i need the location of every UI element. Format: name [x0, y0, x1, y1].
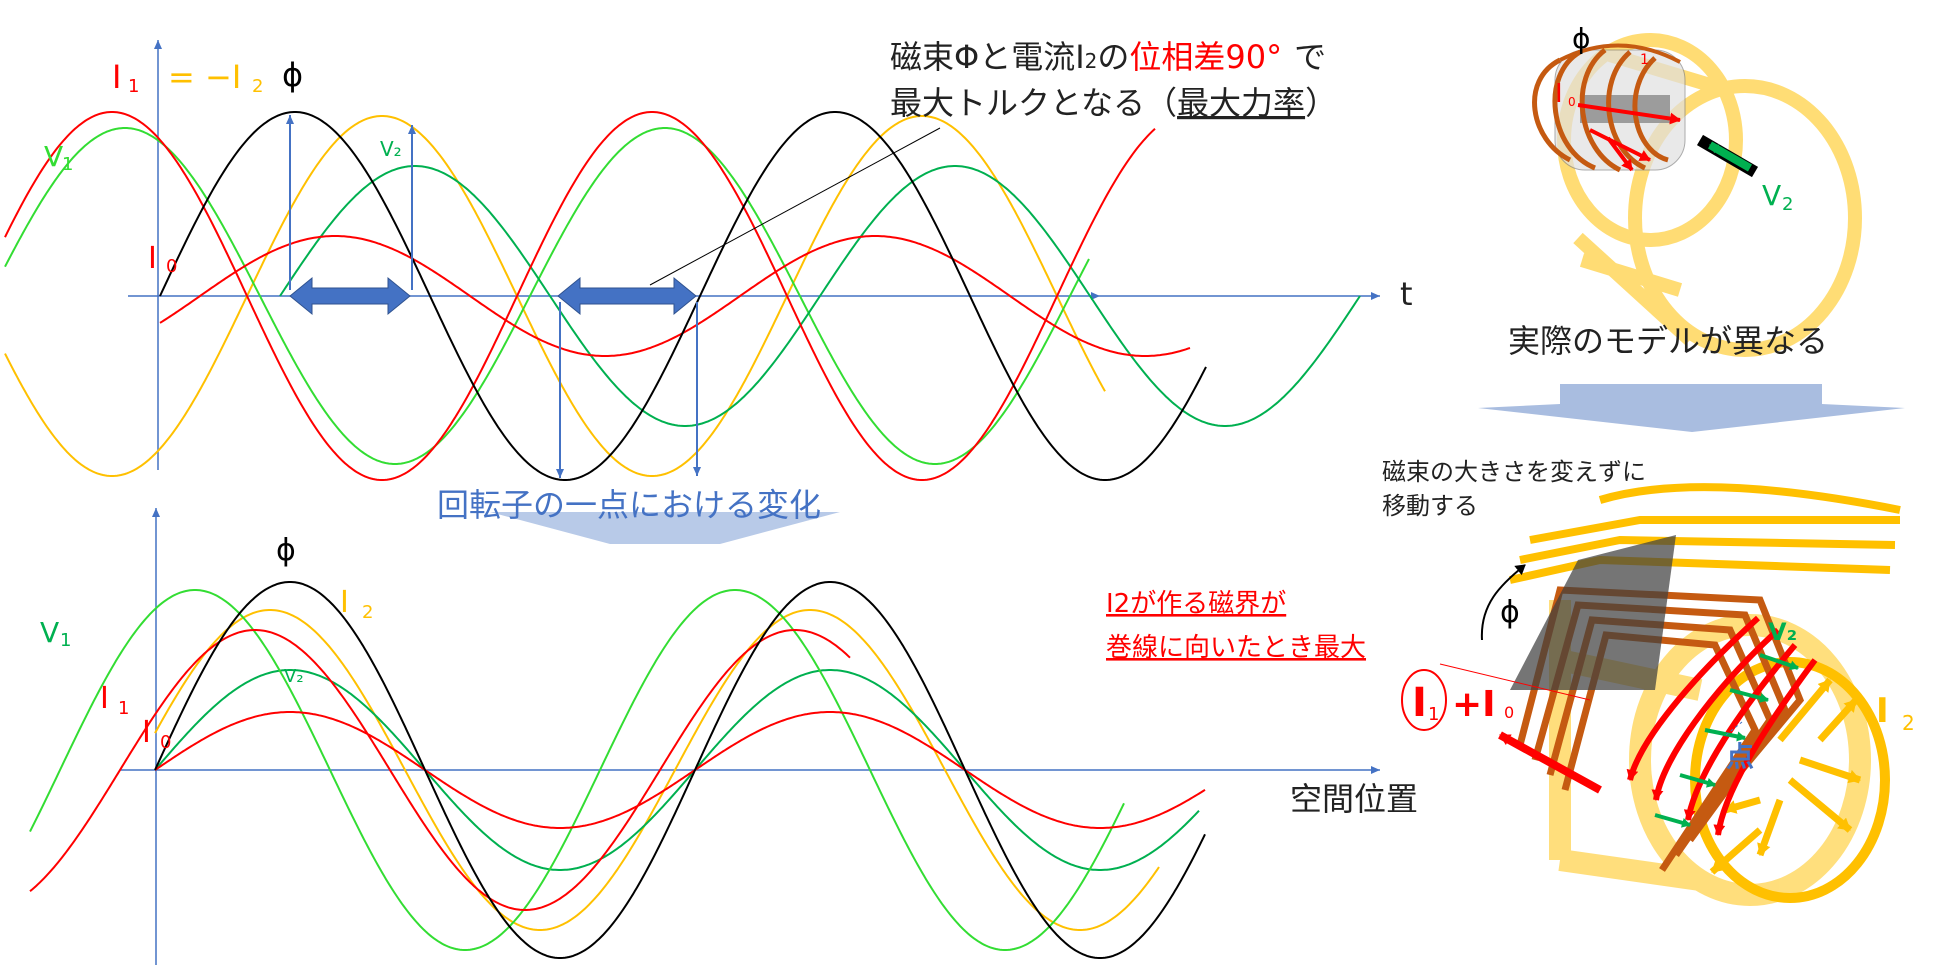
top-axis-label-t: t: [1400, 275, 1413, 313]
bottom-wave-I1: [29, 629, 851, 911]
top-label-I1-eq-minus-I2: I 1 = −I 2 ϕ: [112, 56, 303, 97]
top-chart: t I 1 = −I 2 ϕ V 1 V₂ I 0: [4, 38, 1413, 481]
right-top-model: ϕ I 0 1 V 2 実際のモデルが異なる: [1478, 22, 1905, 432]
annotation-line2-underline: 最大力率: [1177, 84, 1305, 122]
annotation-line1-c: で: [1294, 38, 1326, 76]
right-top-V2: V: [1762, 179, 1781, 212]
right-bottom-plus-I0: +I: [1452, 684, 1496, 725]
annotation-line2-a: 最大トルクとなる（: [890, 84, 1177, 122]
bottom-label-phi: ϕ: [276, 533, 296, 568]
right-bottom-I1: I: [1412, 680, 1427, 726]
bottom-label-V2: V₂: [284, 666, 304, 687]
transition-arrow: [490, 512, 840, 544]
right-bottom-phi: ϕ: [1500, 595, 1520, 630]
annotation-line1-a: 磁束Φと電流I: [890, 38, 1085, 76]
v2-green-arrows: [1654, 653, 1799, 828]
right-bottom-point: 点: [1726, 740, 1754, 773]
bottom-label-I0: I: [142, 715, 151, 750]
flux-rotation-arrow: [1480, 564, 1526, 641]
top-label-equals: =: [168, 58, 195, 96]
top-label-I0-sub: 0: [166, 256, 177, 277]
top-label-minus-I2: −I: [205, 58, 241, 96]
top-label-V2: V₂: [380, 137, 402, 161]
right-top-caption: 実際のモデルが異なる: [1508, 322, 1828, 360]
bottom-chart: 空間位置 ϕ I 2 V 1 V₂ I 1 I 0: [29, 508, 1418, 965]
red-note-line1: I2が作る磁界が: [1106, 589, 1286, 619]
bottom-label-I2-sub: 2: [362, 602, 373, 623]
right-top-phi: ϕ: [1572, 22, 1590, 55]
right-bottom-I2: I: [1876, 691, 1889, 731]
top-wave-I1: [4, 111, 1156, 481]
right-top-I0-sub: 0: [1568, 95, 1576, 109]
top-label-I0: I: [148, 241, 157, 276]
annotation-leader-line: [649, 127, 941, 286]
I1-circle: [1401, 669, 1447, 731]
rotor-I1-arrow: [1498, 731, 1602, 794]
bottom-axis-label: 空間位置: [1290, 780, 1418, 818]
top-label-I2-sub: 2: [252, 76, 263, 97]
top-label-phi: ϕ: [282, 56, 303, 94]
right-top-V2-sub: 2: [1782, 194, 1793, 215]
right-bottom-I2-sub: 2: [1902, 711, 1915, 735]
bottom-wave-phi: [154, 581, 1206, 959]
top-wave-I0: [159, 235, 1191, 357]
stator-arrows-inner: [1709, 677, 1862, 875]
right-top-I1-sub: 1: [1640, 52, 1649, 68]
red-note-leader: [1439, 663, 1591, 701]
rotor-coil-top: [1532, 43, 1759, 178]
annotation-line1-red: 位相差90°: [1129, 38, 1282, 76]
top-phase-arrow-1: [289, 276, 411, 316]
stator-coils-bottom: [1509, 483, 1901, 584]
rotor-current-arrows: [1626, 615, 1818, 836]
annotation-line1-sub: 2: [1085, 49, 1098, 73]
top-wave-V1: [4, 127, 1090, 465]
annotation-text: 磁束Φと電流I2の位相差90° で 最大トルクとなる（最大力率）: [890, 38, 1337, 122]
bottom-label-I0-sub: 0: [160, 732, 171, 753]
svg-text:最大トルクとなる（最大力率）: 最大トルクとなる（最大力率）: [890, 84, 1337, 122]
red-note: I2が作る磁界が 巻線に向いたとき最大: [1106, 589, 1366, 663]
top-label-I1: I: [112, 58, 121, 96]
annotation-line1-b: の: [1097, 38, 1129, 76]
top-wave-V2: [279, 165, 1361, 427]
right-bottom-I1-sub: 1: [1428, 704, 1439, 725]
annotation-line2-b: ）: [1305, 84, 1337, 122]
right-bottom-I0-sub: 0: [1504, 703, 1514, 722]
right-down-arrow: [1478, 384, 1905, 432]
bottom-label-I1: I: [100, 681, 109, 716]
bottom-label-V1: V: [40, 616, 59, 649]
right-bottom-note-line1: 磁束の大きさを変えずに: [1382, 458, 1646, 486]
top-label-V1: V: [44, 140, 63, 173]
bottom-label-V1-sub: 1: [60, 630, 71, 651]
top-label-V1-sub: 1: [62, 154, 73, 175]
bottom-label-I2: I: [340, 585, 349, 620]
red-note-line2: 巻線に向いたとき最大: [1106, 633, 1366, 663]
bottom-wave-I0: [154, 711, 1206, 829]
top-phase-arrow-2: [557, 276, 697, 316]
top-label-I1-sub: 1: [128, 76, 139, 97]
right-top-I0: I: [1555, 79, 1563, 109]
top-wave-phi: [159, 111, 1207, 481]
right-bottom-model: 磁束の大きさを変えずに 移動する: [1106, 458, 1915, 906]
right-bottom-V2: V₂: [1768, 618, 1797, 646]
top-wave-I2: [4, 115, 1106, 477]
bottom-wave-V1: [29, 589, 1125, 951]
bottom-label-I1-sub: 1: [118, 698, 129, 719]
flux-plane: [1510, 535, 1676, 690]
bottom-wave-I2: [154, 609, 1160, 931]
transition-label: 回転子の一点における変化: [437, 486, 821, 524]
svg-text:磁束Φと電流I2の位相差90°で: 磁束Φと電流I2の位相差90° で: [890, 38, 1326, 76]
right-bottom-note-line2: 移動する: [1382, 492, 1478, 520]
